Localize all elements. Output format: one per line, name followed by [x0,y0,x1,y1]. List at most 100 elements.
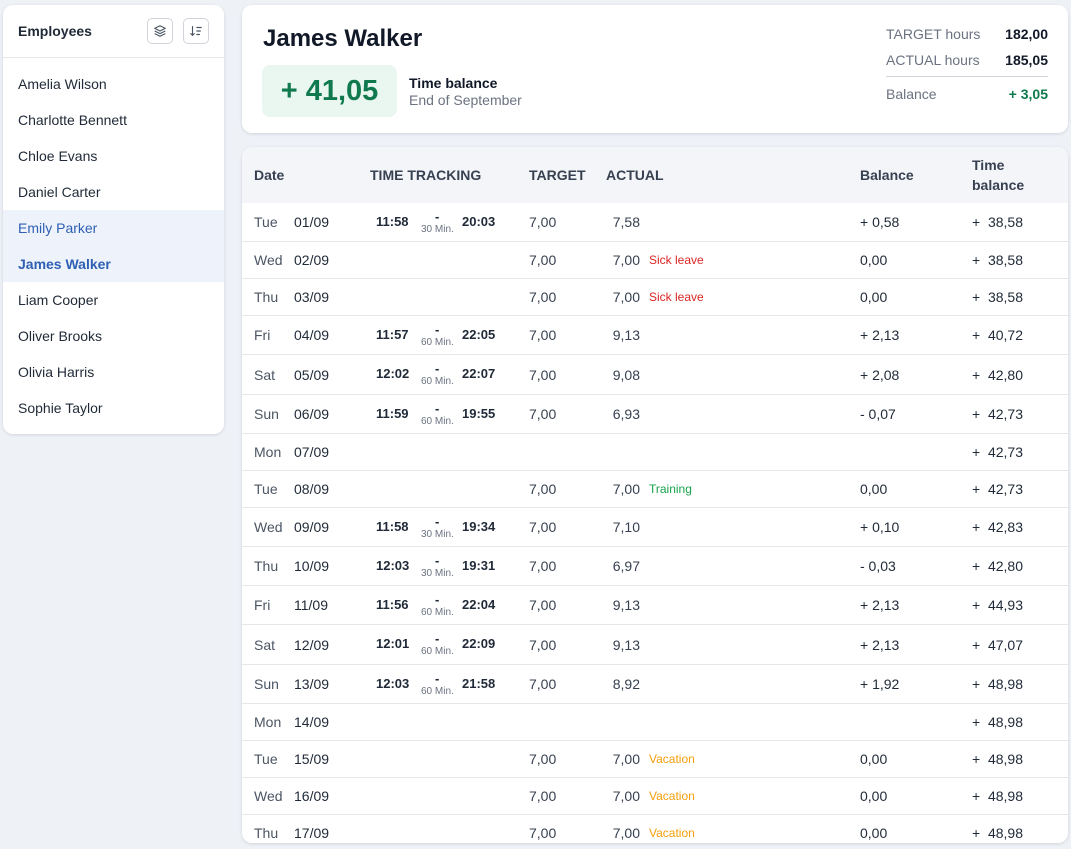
table-row[interactable]: Mon 07/09 + 42,73 [242,434,1068,471]
row-time-balance: + 40,72 [972,327,1023,343]
table-row[interactable]: Wed 09/09 11:58 - 30 Min. 19:34 7,00 7,10… [242,508,1068,547]
employee-list-item[interactable]: Amelia Wilson [18,76,107,92]
start-time: 11:58 [376,214,409,229]
row-date: 11/09 [294,597,328,613]
table-row[interactable]: Tue 01/09 11:58 - 30 Min. 20:03 7,00 7,58… [242,203,1068,242]
employee-list-item[interactable]: Daniel Carter [18,184,101,200]
sidebar-title: Employees [18,23,92,39]
time-separator: - [435,322,440,337]
time-tracking-cell[interactable]: 12:02 - 60 Min. 22:07 [376,355,502,394]
time-tracking-cell[interactable]: 12:03 - 60 Min. 21:58 [376,665,502,703]
table-row[interactable]: Sun 06/09 11:59 - 60 Min. 19:55 7,00 6,93… [242,395,1068,434]
table-row[interactable]: Wed 02/09 7,00 7,00 Sick leave 0,00 + 38,58 [242,242,1068,279]
hours-stats: TARGET hours 182,00 ACTUAL hours 185,05 … [886,21,1048,107]
end-time: 22:09 [462,636,496,651]
row-actual: 8,92 [612,665,640,703]
employee-list-item[interactable]: James Walker [3,246,224,282]
employee-name: James Walker [263,25,423,52]
row-date: 10/09 [294,558,330,574]
row-actual-value: 7,10 [612,519,640,535]
row-target: 7,00 [529,558,557,574]
header-time-balance[interactable]: Time balance [972,147,1024,203]
time-table: Date TIME TRACKING TARGET ACTUAL Balance… [242,147,1068,843]
time-tracking-cell[interactable]: 11:58 - 30 Min. 20:03 [376,203,502,241]
table-row[interactable]: Wed 16/09 7,00 7,00 Vacation 0,00 + 48,98 [242,778,1068,815]
table-row[interactable]: Thu 17/09 7,00 7,00 Vacation 0,00 + 48,98 [242,815,1068,843]
end-time: 22:07 [462,366,496,381]
time-tracking-cell[interactable]: 11:57 - 60 Min. 22:05 [376,316,502,354]
header-actual[interactable]: ACTUAL [606,167,664,183]
table-row[interactable]: Tue 08/09 7,00 7,00 Training 0,00 + 42,73 [242,471,1068,508]
row-target: 7,00 [529,597,557,613]
time-tracking-cell[interactable]: 11:59 - 60 Min. 19:55 [376,395,502,433]
start-time: 12:03 [376,676,410,691]
employee-list-item[interactable]: Emily Parker [3,210,224,246]
row-target: 7,00 [529,252,557,268]
row-time-balance: + 48,98 [972,788,1023,804]
break-duration: 60 Min. [421,686,454,697]
employee-list-item[interactable]: Liam Cooper [18,292,99,308]
table-row[interactable]: Sat 12/09 12:01 - 60 Min. 22:09 7,00 9,13… [242,625,1068,665]
time-balance-value: + 41,05 [262,65,397,117]
time-balance-label: Time balance [409,75,498,91]
employee-list-item[interactable]: Sophie Taylor [18,400,103,416]
row-day: Fri [254,597,271,613]
row-day: Tue [254,214,278,230]
break-duration: 60 Min. [421,607,454,618]
row-date: 16/09 [294,788,330,804]
time-tracking-cell[interactable]: 11:58 - 30 Min. 19:34 [376,508,502,546]
row-date: 05/09 [294,366,330,383]
time-tracking-cell[interactable]: 12:01 - 60 Min. 22:09 [376,625,502,664]
row-target: 7,00 [529,481,557,497]
break-duration: 30 Min. [421,568,454,579]
table-row[interactable]: Sun 13/09 12:03 - 60 Min. 21:58 7,00 8,92… [242,665,1068,704]
row-actual-value: 8,92 [612,676,640,692]
time-separator: - [435,631,440,646]
row-balance: + 2,13 [860,327,900,343]
row-actual: 7,00 Vacation [612,741,695,777]
actual-hours-value: 185,05 [1005,52,1048,68]
row-balance: 0,00 [860,751,888,767]
row-day: Sun [254,406,279,422]
row-balance: 0,00 [860,481,888,497]
row-actual: 7,00 Sick leave [612,242,704,278]
row-actual: 7,00 Sick leave [612,279,704,315]
row-date: 02/09 [294,252,330,268]
table-row[interactable]: Thu 10/09 12:03 - 30 Min. 19:31 7,00 6,97… [242,547,1068,586]
table-row[interactable]: Thu 03/09 7,00 7,00 Sick leave 0,00 + 38,58 [242,279,1068,316]
row-date: 13/09 [294,676,330,692]
start-time: 12:01 [376,636,410,651]
group-button[interactable] [147,18,173,44]
row-target: 7,00 [529,406,557,422]
header-date[interactable]: Date [254,167,285,183]
employee-list-item[interactable]: Olivia Harris [18,364,95,380]
row-date: 07/09 [294,444,330,460]
header-time-tracking[interactable]: TIME TRACKING [370,167,482,183]
time-tracking-cell[interactable]: 12:03 - 30 Min. 19:31 [376,547,502,585]
row-day: Wed [254,519,283,535]
table-row[interactable]: Tue 15/09 7,00 7,00 Vacation 0,00 + 48,98 [242,741,1068,778]
header-balance[interactable]: Balance [860,167,914,183]
sort-button[interactable] [183,18,209,44]
table-row[interactable]: Mon 14/09 + 48,98 [242,704,1068,741]
row-actual: 6,97 [612,547,640,585]
absence-tag: Vacation [649,752,695,766]
row-actual-value: 7,00 [612,788,640,804]
end-time: 21:58 [462,676,496,691]
table-row[interactable]: Fri 11/09 11:56 - 60 Min. 22:04 7,00 9,13… [242,586,1068,625]
time-separator: - [435,671,440,686]
break-duration: 60 Min. [421,416,454,427]
absence-tag: Vacation [649,826,695,840]
row-date: 14/09 [294,714,330,730]
row-target: 7,00 [529,214,557,230]
table-row[interactable]: Fri 04/09 11:57 - 60 Min. 22:05 7,00 9,13… [242,316,1068,355]
employee-list-item[interactable]: Charlotte Bennett [18,112,127,128]
table-row[interactable]: Sat 05/09 12:02 - 60 Min. 22:07 7,00 9,08… [242,355,1068,395]
employee-list-item[interactable]: Oliver Brooks [18,328,103,344]
end-time: 19:34 [462,519,496,534]
time-tracking-cell[interactable]: 11:56 - 60 Min. 22:04 [376,586,502,624]
header-target[interactable]: TARGET [529,167,586,183]
row-balance: + 2,13 [860,597,900,613]
absence-tag: Sick leave [649,253,704,267]
employee-list-item[interactable]: Chloe Evans [18,148,98,164]
